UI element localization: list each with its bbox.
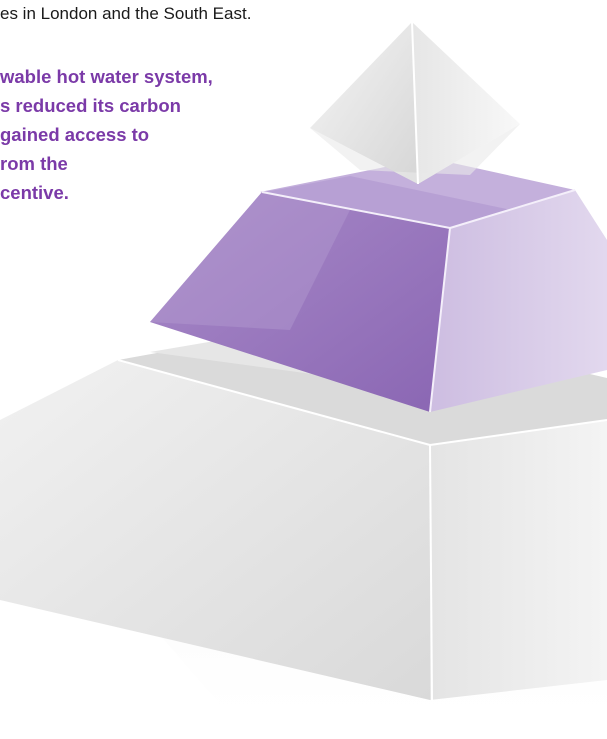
highlight-callout: wable hot water system, s reduced its ca… bbox=[0, 62, 360, 207]
callout-line: wable hot water system, bbox=[0, 66, 213, 87]
callout-line: centive. bbox=[0, 182, 69, 203]
pyramid-top-tier bbox=[310, 21, 520, 185]
callout-line: s reduced its carbon bbox=[0, 95, 181, 116]
pyramid-middle-tier bbox=[150, 158, 607, 413]
intro-text: es in London and the South East. bbox=[0, 4, 252, 23]
callout-line: gained access to bbox=[0, 124, 150, 145]
callout-line: rom the bbox=[0, 153, 68, 174]
